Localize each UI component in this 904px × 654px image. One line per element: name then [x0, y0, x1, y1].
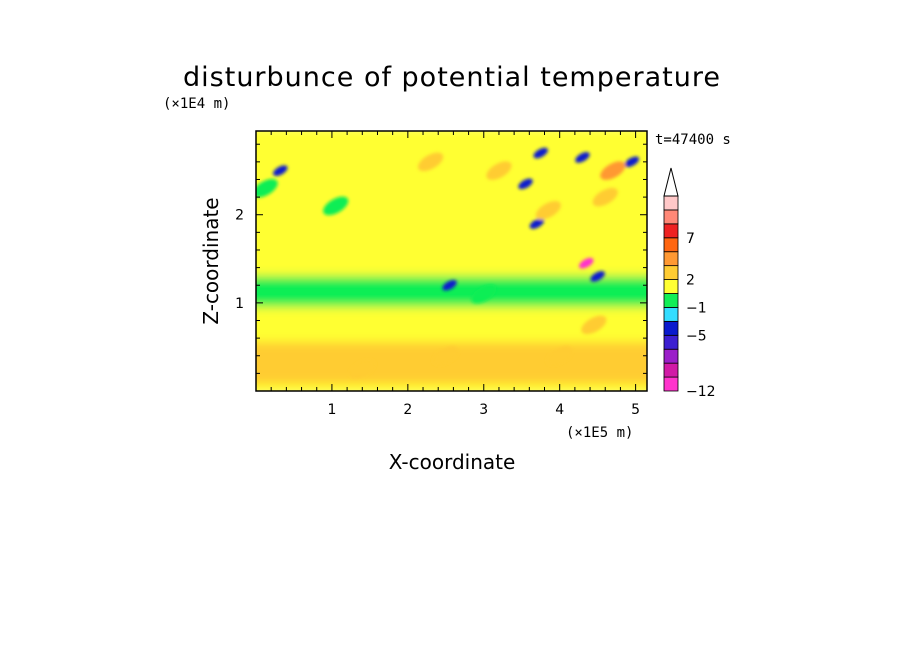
colorbar-tick-label: −12 [686, 384, 716, 400]
x-tick-label: 3 [479, 402, 488, 418]
contour-feature [471, 284, 497, 304]
contour-feature [486, 161, 512, 180]
contour-features [256, 147, 640, 379]
contour-feature [349, 359, 375, 379]
contour-feature [518, 178, 533, 190]
colorbar-segment [663, 265, 679, 280]
colorbar-segment [663, 209, 679, 225]
contour-feature [433, 346, 459, 366]
colorbar-tick-label: −1 [686, 300, 707, 316]
x-tick-label: 2 [403, 402, 412, 418]
x-tick-label: 1 [327, 402, 336, 418]
contour-feature [273, 165, 288, 176]
contour-feature [323, 196, 349, 216]
contour-feature [624, 156, 640, 168]
y-axis-ticks: 12 [235, 143, 647, 374]
colorbar-segment [663, 307, 679, 322]
colorbar-segment [663, 223, 679, 239]
contour-feature [600, 161, 626, 180]
time-label: t=47400 s [655, 132, 731, 148]
contour-feature [590, 271, 605, 282]
colorbar-segment [663, 376, 679, 392]
colorbar: −12−5−127 [663, 167, 716, 400]
colorbar-segment [663, 362, 679, 378]
plot-frame [255, 130, 648, 392]
colorbar-extend-arrow [663, 167, 679, 197]
x-scale-label: (×1E5 m) [566, 425, 633, 441]
x-tick-label: 4 [555, 402, 564, 418]
contour-feature [256, 179, 278, 198]
plot-area [256, 131, 647, 391]
chart-title: disturbunce of potential temperature [183, 62, 721, 93]
contour-feature [529, 218, 545, 229]
y-scale-label: (×1E4 m) [163, 96, 230, 112]
colorbar-segment [663, 293, 679, 308]
contour-feature [533, 147, 548, 159]
y-axis-label: Z-coordinate [199, 197, 223, 324]
contour-feature [581, 315, 607, 335]
contour-feature [575, 152, 590, 163]
contour-feature [418, 152, 444, 172]
colorbar-segment [663, 237, 679, 253]
colorbar-segment [663, 320, 679, 336]
y-tick-label: 1 [235, 296, 244, 312]
colorbar-tick-label: −5 [686, 328, 707, 344]
colorbar-segment [663, 195, 679, 211]
x-axis-ticks: 1 2 3 4 5 [270, 131, 640, 418]
colorbar-segment [663, 251, 679, 267]
contour-feature [442, 279, 457, 291]
colorbar-segment [663, 334, 679, 350]
colorbar-segment [663, 279, 679, 294]
colorbar-tick-label: 7 [686, 231, 695, 247]
colorbar-tick-label: 2 [686, 273, 695, 289]
contour-band [256, 131, 647, 153]
contour-feature [535, 201, 561, 220]
contour-feature [592, 187, 618, 207]
x-axis-label: X-coordinate [389, 450, 516, 474]
x-tick-label: 5 [631, 402, 640, 418]
colorbar-segment [663, 348, 679, 364]
contour-feature [547, 346, 573, 366]
contour-feature [579, 257, 594, 269]
y-tick-label: 2 [235, 208, 244, 224]
